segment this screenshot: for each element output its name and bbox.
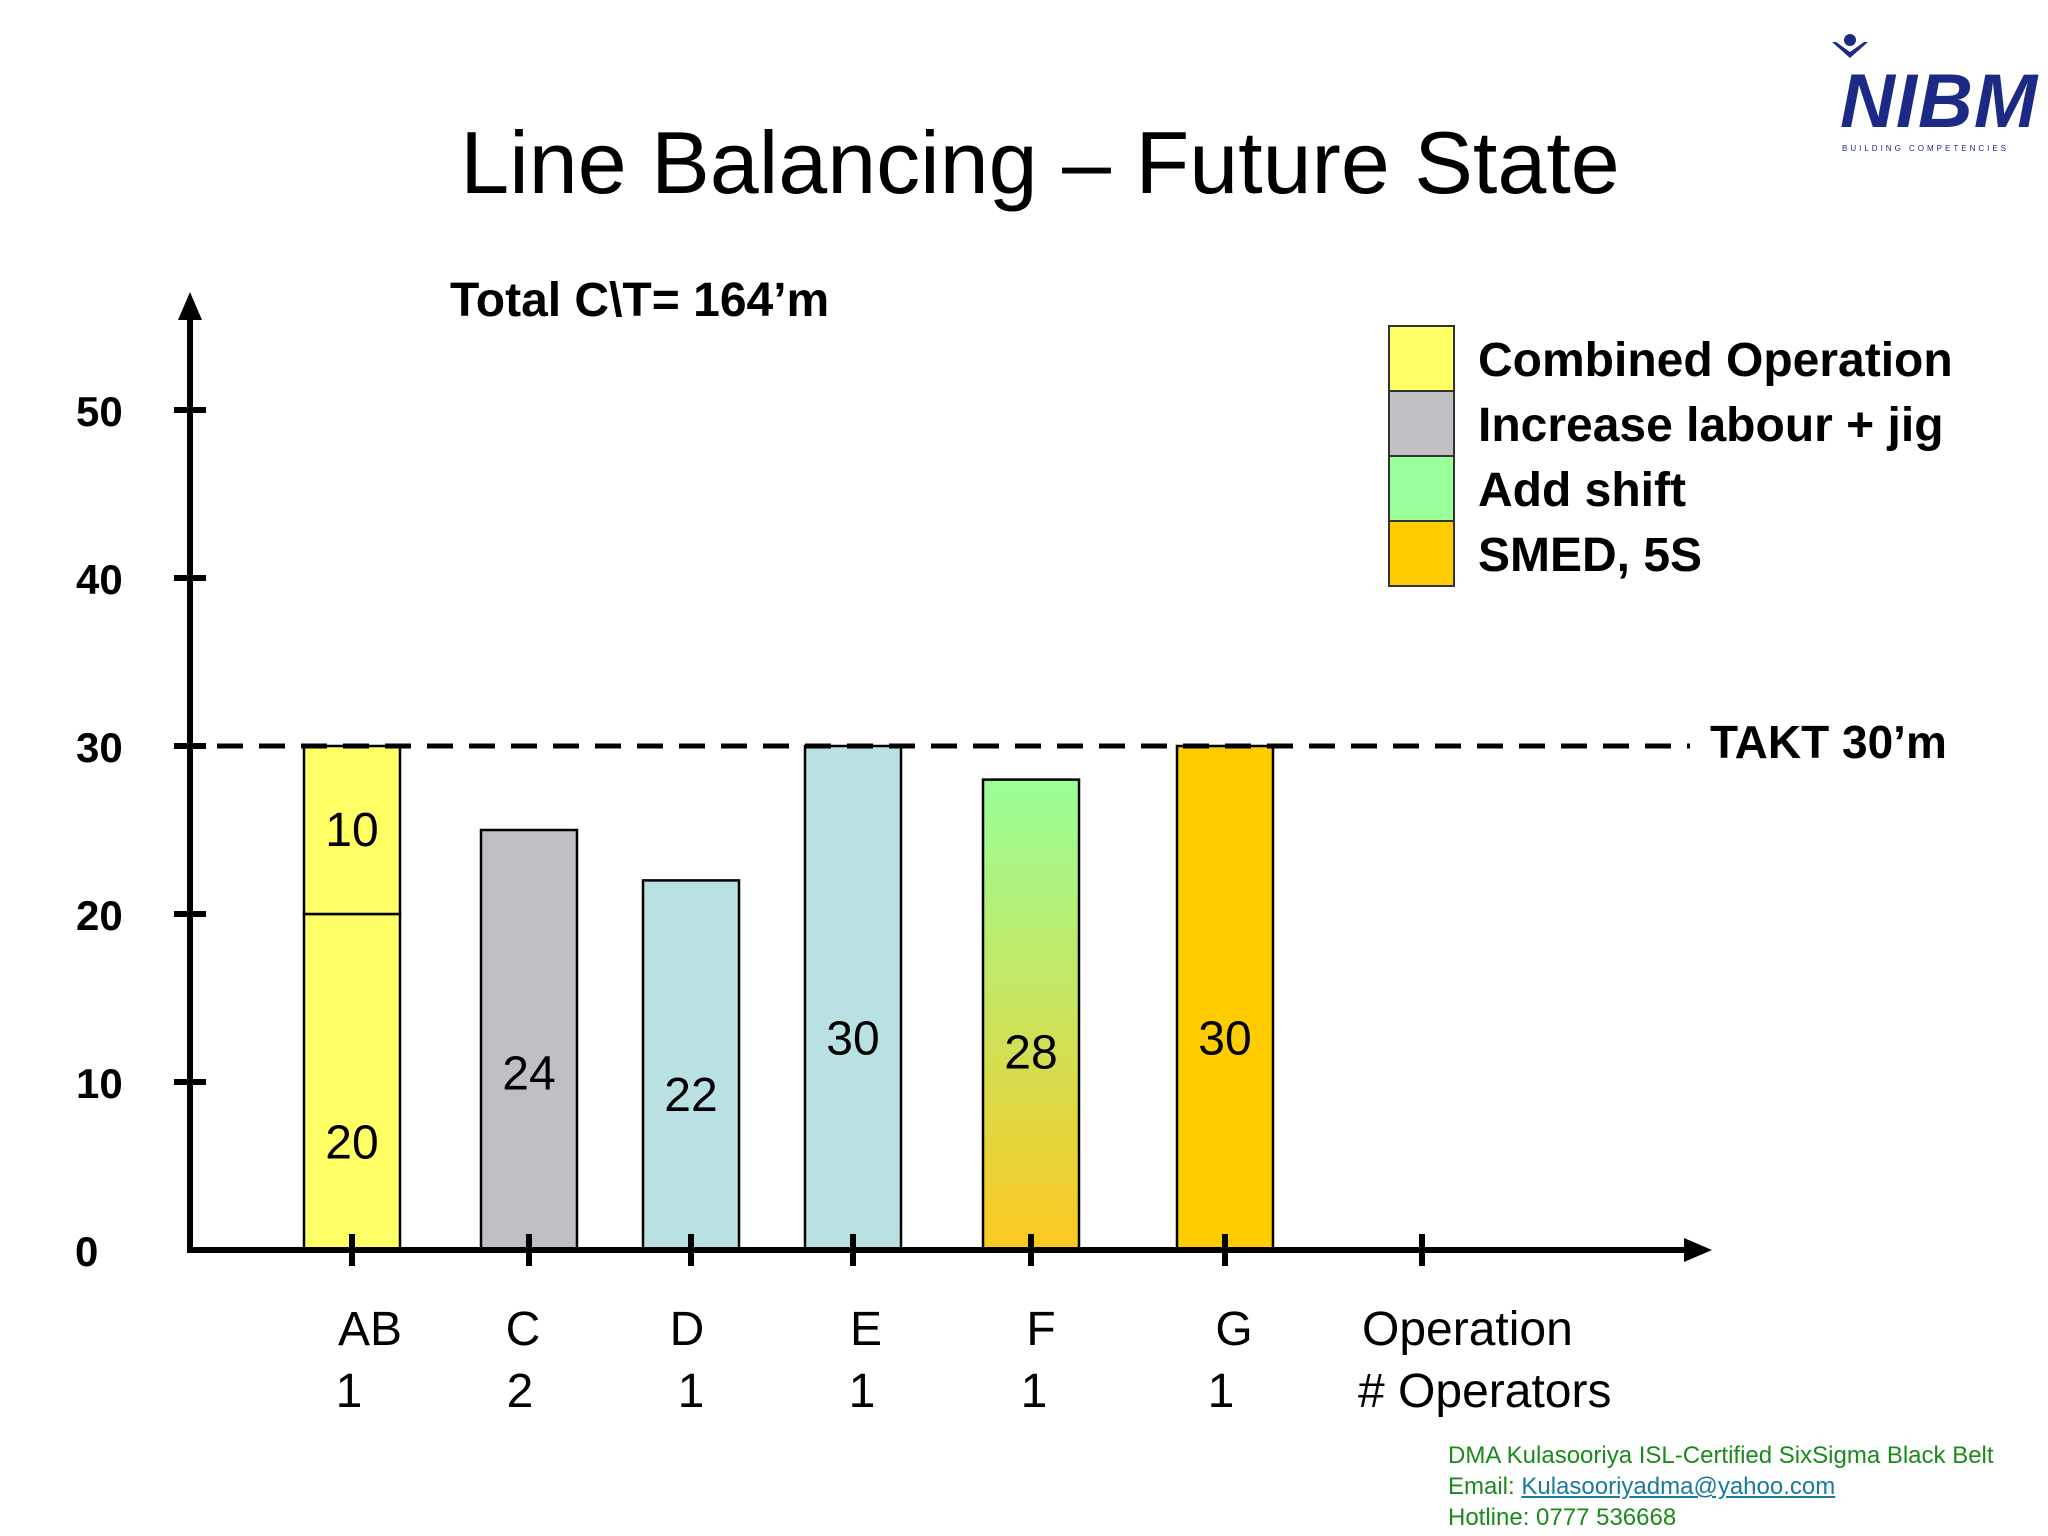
logo-person-head-icon (1844, 34, 1856, 46)
x-axis-labels: AB 1 C 2 D 1 E 1 F 1 G 1 (336, 1303, 1253, 1418)
bar-label-F-0: 28 (1004, 1026, 1057, 1079)
x-category-label-AB: AB (338, 1303, 402, 1356)
y-tick-label-0: 0 (75, 1228, 98, 1275)
x-axis-title: Operation (1362, 1303, 1573, 1356)
footer-email-link[interactable]: Kulasooriyadma@yahoo.com (1521, 1473, 1836, 1500)
bar-label-D-0: 22 (664, 1069, 717, 1122)
x-category-label-F: F (1026, 1303, 1055, 1356)
bar-D-segment-0 (641, 879, 741, 1252)
x-operators-label-D: 1 (678, 1365, 705, 1418)
y-axis-arrow-icon (178, 292, 202, 320)
x-category-label-C: C (506, 1303, 541, 1356)
footer-email-line: Email: Kulasooriyadma@yahoo.com (1448, 1471, 1994, 1502)
nibm-logo (1832, 34, 1868, 58)
bar-label-C-0: 24 (502, 1048, 555, 1101)
x-operators-label-F: 1 (1021, 1365, 1048, 1418)
logo-wordmark: NIBM (1840, 59, 2039, 144)
y-tick-label-50: 50 (76, 388, 123, 435)
legend-label-2: Add shift (1478, 464, 1686, 517)
x-operators-label-G: 1 (1208, 1365, 1235, 1418)
bar-AB-segment-0 (302, 912, 402, 1252)
y-tick-label-30: 30 (76, 724, 123, 771)
bar-label-E-0: 30 (826, 1012, 879, 1065)
legend-label-0: Combined Operation (1478, 334, 1953, 387)
y-tick-label-10: 10 (76, 1060, 123, 1107)
x-axis-operators-title: # Operators (1358, 1365, 1611, 1418)
bar-labels-group: 20 10 24 22 30 28 30 (325, 804, 1251, 1169)
logo-tagline: BUILDING COMPETENCIES (1842, 144, 2010, 153)
footer-hotline: Hotline: 0777 536668 (1448, 1504, 1677, 1531)
y-tick-label-20: 20 (76, 892, 123, 939)
logo-person-arms-icon (1832, 42, 1868, 58)
footer-author: DMA Kulasooriya ISL-Certified SixSigma B… (1448, 1442, 1994, 1469)
total-cycle-time: Total C\T= 164’m (450, 274, 829, 327)
x-category-label-E: E (850, 1303, 882, 1356)
x-operators-label-C: 2 (507, 1365, 534, 1418)
takt-label: TAKT 30’m (1710, 716, 1947, 768)
legend-swatch-1 (1388, 390, 1455, 457)
legend-swatch-2 (1388, 455, 1455, 522)
x-axis-arrow-icon (1684, 1238, 1712, 1262)
author-footer: DMA Kulasooriya ISL-Certified SixSigma B… (1448, 1440, 1994, 1533)
x-axis-ticks (349, 1234, 1425, 1266)
bar-C-segment-0 (479, 828, 579, 1252)
bar-label-AB-0: 20 (325, 1116, 378, 1169)
legend: Combined Operation Increase labour + jig A… (1388, 325, 1953, 587)
legend-label-1: Increase labour + jig (1478, 399, 1944, 452)
footer-email-label: Email: (1448, 1473, 1522, 1500)
x-category-label-D: D (670, 1303, 705, 1356)
bar-E-segment-0 (803, 744, 903, 1252)
legend-swatch-3 (1388, 520, 1455, 587)
x-category-label-G: G (1215, 1303, 1252, 1356)
x-operators-label-E: 1 (849, 1365, 876, 1418)
bar-label-AB-1: 10 (325, 804, 378, 857)
slide-title: Line Balancing – Future State (460, 113, 1620, 212)
bar-F-segment-0 (981, 778, 1081, 1252)
legend-swatch-0 (1388, 325, 1455, 392)
bar-G-segment-0 (1175, 744, 1275, 1252)
bar-label-G-0: 30 (1198, 1012, 1251, 1065)
y-tick-label-40: 40 (76, 556, 123, 603)
x-operators-label-AB: 1 (336, 1365, 363, 1418)
legend-label-3: SMED, 5S (1478, 529, 1702, 582)
bars-group (302, 744, 1275, 1252)
y-axis-ticks: 0 10 20 30 40 50 (75, 388, 206, 1275)
